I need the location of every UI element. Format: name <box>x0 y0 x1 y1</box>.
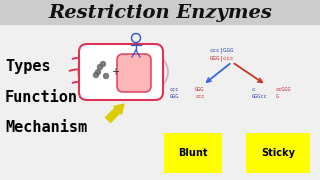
Text: Mechanism: Mechanism <box>5 120 87 134</box>
Text: ccc
GGG: ccc GGG <box>170 87 180 99</box>
Text: c
GGGcc: c GGGcc <box>252 87 268 99</box>
Circle shape <box>98 64 102 69</box>
Circle shape <box>103 73 108 78</box>
Circle shape <box>100 62 106 66</box>
Text: Types: Types <box>5 60 51 75</box>
Circle shape <box>95 69 100 75</box>
FancyBboxPatch shape <box>117 54 151 92</box>
Text: ccGGG
G: ccGGG G <box>276 87 292 99</box>
Text: Restriction Enzymes: Restriction Enzymes <box>48 4 272 22</box>
Circle shape <box>93 73 99 78</box>
FancyBboxPatch shape <box>79 44 163 100</box>
Text: Function: Function <box>5 89 78 105</box>
FancyBboxPatch shape <box>0 0 320 25</box>
Text: Blunt: Blunt <box>178 148 208 158</box>
Text: Sticky: Sticky <box>261 148 295 158</box>
Text: GGG|ccc: GGG|ccc <box>210 55 235 61</box>
Text: ccc|GGG: ccc|GGG <box>210 47 235 53</box>
Text: GGG
ccc: GGG ccc <box>195 87 204 99</box>
Text: +: + <box>111 67 119 77</box>
FancyArrow shape <box>106 104 124 122</box>
